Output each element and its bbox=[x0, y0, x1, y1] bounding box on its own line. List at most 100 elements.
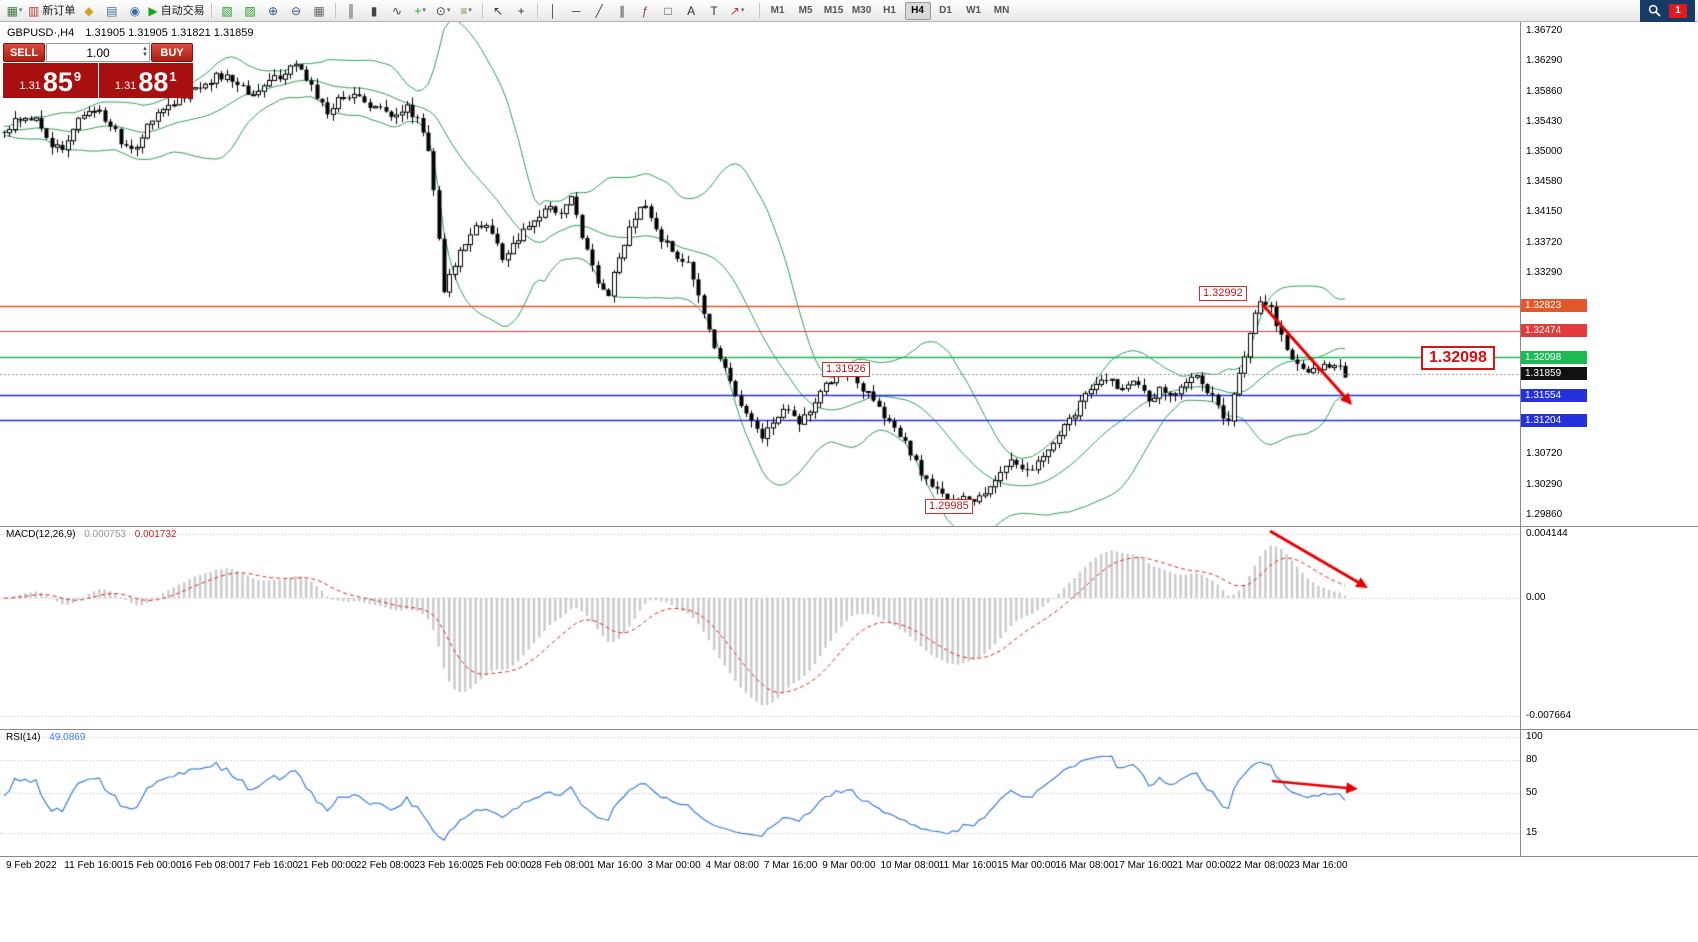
time-tick: 11 Feb 16:00 bbox=[64, 860, 123, 871]
candlestick-chart-icon: ▮ bbox=[370, 3, 378, 18]
rsi-label: RSI(14) 49.0869 bbox=[6, 732, 85, 743]
timeframe-w1-button[interactable]: W1 bbox=[966, 5, 982, 16]
panel-separator[interactable] bbox=[0, 526, 1698, 527]
price-label-mid[interactable]: 1.31926 bbox=[822, 362, 870, 377]
chart-shift-button[interactable]: ▨ bbox=[239, 2, 262, 20]
macd-tick: 0.00 bbox=[1526, 591, 1546, 603]
price-callout[interactable]: 1.32098 bbox=[1421, 346, 1495, 370]
vertical-line-icon: │ bbox=[549, 3, 557, 18]
notification-badge[interactable]: 1 bbox=[1669, 3, 1687, 18]
add-indicator-button[interactable]: + ▾ bbox=[409, 2, 432, 20]
timeframe-m30-button[interactable]: M30 bbox=[851, 5, 872, 16]
timeframe-h4-button[interactable]: H4 bbox=[904, 1, 931, 20]
time-tick: 21 Feb 00:00 bbox=[297, 860, 357, 871]
timeframe-m15-button[interactable]: M15 bbox=[823, 5, 844, 16]
data-window-button[interactable]: ▤ bbox=[100, 2, 123, 20]
bar-chart-button[interactable]: ║ bbox=[340, 2, 363, 20]
lot-size-input[interactable]: 1.00 ▲ ▼ bbox=[46, 43, 150, 62]
new-chart-caret-icon[interactable]: ▾ bbox=[18, 6, 23, 14]
sell-button[interactable]: SELL bbox=[3, 43, 45, 62]
shapes-button[interactable]: □ bbox=[657, 2, 680, 20]
auto-scroll-icon: ▧ bbox=[221, 3, 233, 18]
search-icon[interactable] bbox=[1648, 4, 1661, 17]
time-tick: 25 Feb 00:00 bbox=[472, 860, 532, 871]
price-label-high[interactable]: 1.32992 bbox=[1199, 286, 1247, 301]
macd-signal-value: 0.001732 bbox=[134, 529, 177, 540]
navigator-button[interactable]: ◉ bbox=[123, 2, 146, 20]
search-box[interactable]: 1 bbox=[1640, 0, 1695, 22]
period-clock-caret-icon[interactable]: ▾ bbox=[446, 6, 451, 14]
panel-separator bbox=[0, 856, 1698, 857]
trendline-button[interactable]: ╱ bbox=[588, 2, 611, 20]
time-tick: 22 Feb 08:00 bbox=[355, 860, 415, 871]
timeframe-m1-button[interactable]: M1 bbox=[770, 5, 785, 16]
text-label-button[interactable]: T bbox=[703, 2, 726, 20]
timeframe-h1-button[interactable]: H1 bbox=[883, 5, 896, 16]
macd-panel-canvas[interactable] bbox=[0, 526, 1520, 729]
autotrading-button[interactable]: ▶ 自动交易 bbox=[146, 2, 206, 20]
timeframe-m5-button[interactable]: M5 bbox=[798, 5, 813, 16]
arrows-tool-caret-icon[interactable]: ▾ bbox=[740, 6, 745, 14]
buy-button[interactable]: BUY bbox=[151, 43, 193, 62]
new-order-button[interactable]: ▥ 新订单 bbox=[26, 2, 77, 20]
current-price-tag: 1.31859 bbox=[1521, 367, 1587, 381]
price-tick: 1.29860 bbox=[1526, 509, 1563, 520]
rsi-panel-canvas[interactable] bbox=[0, 729, 1520, 856]
ask-price-pip: 1 bbox=[169, 69, 177, 84]
chart-template-caret-icon[interactable]: ▾ bbox=[468, 6, 472, 14]
time-tick: 9 Feb 2022 bbox=[6, 860, 57, 871]
time-tick: 22 Mar 08:00 bbox=[1230, 860, 1290, 871]
price-tag-level: 1.32823 bbox=[1521, 299, 1587, 313]
ask-price-panel[interactable]: 1.31 88 1 bbox=[98, 63, 193, 98]
line-chart-button[interactable]: ∿ bbox=[386, 2, 409, 20]
cursor-button[interactable]: ↖ bbox=[487, 2, 510, 20]
fibonacci-button[interactable]: ƒ bbox=[634, 2, 657, 20]
timeframe-d1-button[interactable]: D1 bbox=[939, 5, 952, 16]
tile-windows-button[interactable]: ▦ bbox=[308, 2, 331, 20]
time-tick: 3 Mar 00:00 bbox=[647, 860, 701, 871]
shapes-icon: □ bbox=[664, 3, 672, 18]
add-indicator-caret-icon[interactable]: ▾ bbox=[422, 6, 426, 14]
bid-price-panel[interactable]: 1.31 85 9 bbox=[3, 63, 98, 98]
timeframe-mn-button[interactable]: MN bbox=[993, 5, 1010, 16]
panel-separator[interactable] bbox=[0, 729, 1698, 730]
lot-value[interactable]: 1.00 bbox=[86, 45, 110, 60]
macd-tick: -0.007664 bbox=[1526, 710, 1572, 721]
vertical-line-button[interactable]: │ bbox=[542, 2, 565, 20]
price-tick: 1.30290 bbox=[1526, 478, 1563, 490]
timeframe-group: M1 M5 M15 M30 H1 H4 D1 W1 MN bbox=[755, 0, 1016, 22]
lot-up-icon[interactable]: ▲ bbox=[142, 46, 148, 52]
price-tick: 1.30720 bbox=[1526, 448, 1563, 460]
market-watch-button[interactable]: ◆ bbox=[77, 2, 100, 20]
toolbar-separator bbox=[210, 3, 212, 18]
zoom-in-button[interactable]: ⊕ bbox=[262, 2, 285, 20]
chart-template-button[interactable]: ≡ ▾ bbox=[455, 2, 478, 20]
time-tick: 16 Mar 08:00 bbox=[1055, 860, 1115, 871]
lot-down-icon[interactable]: ▼ bbox=[142, 52, 148, 58]
horizontal-line-button[interactable]: ─ bbox=[565, 2, 588, 20]
macd-tick: 0.004144 bbox=[1526, 528, 1568, 539]
symbol-ohlc: 1.31905 1.31905 1.31821 1.31859 bbox=[85, 27, 254, 39]
price-tick: 1.35430 bbox=[1526, 116, 1563, 127]
price-label-low[interactable]: 1.29985 bbox=[925, 499, 973, 514]
zoom-out-button[interactable]: ⊖ bbox=[285, 2, 308, 20]
price-chart-canvas[interactable] bbox=[0, 22, 1520, 526]
crosshair-button[interactable]: + bbox=[510, 2, 533, 20]
lot-spinner[interactable]: ▲ ▼ bbox=[142, 44, 148, 61]
ask-price-main: 88 bbox=[138, 67, 169, 97]
bid-price-pip: 9 bbox=[73, 69, 82, 84]
time-axis: 9 Feb 2022 11 Feb 16:00 15 Feb 00:00 16 Feb… bbox=[0, 857, 1520, 876]
auto-scroll-button[interactable]: ▧ bbox=[216, 2, 239, 20]
text-button[interactable]: A bbox=[680, 2, 703, 20]
equidistant-channel-button[interactable]: ∥ bbox=[611, 2, 634, 20]
line-chart-icon: ∿ bbox=[392, 3, 403, 18]
arrows-tool-button[interactable]: ↗ ▾ bbox=[726, 2, 749, 20]
arrows-tool-icon: ↗ bbox=[729, 3, 740, 18]
macd-label: MACD(12,26,9) 0.000753 0.001732 bbox=[6, 529, 176, 540]
candlestick-chart-button[interactable]: ▮ bbox=[363, 2, 386, 20]
new-chart-button[interactable]: ▦ ▾ bbox=[3, 2, 26, 20]
price-tick: 1.33720 bbox=[1526, 236, 1563, 248]
period-clock-button[interactable]: ⊙ ▾ bbox=[432, 2, 455, 20]
toolbar-separator bbox=[334, 3, 336, 18]
